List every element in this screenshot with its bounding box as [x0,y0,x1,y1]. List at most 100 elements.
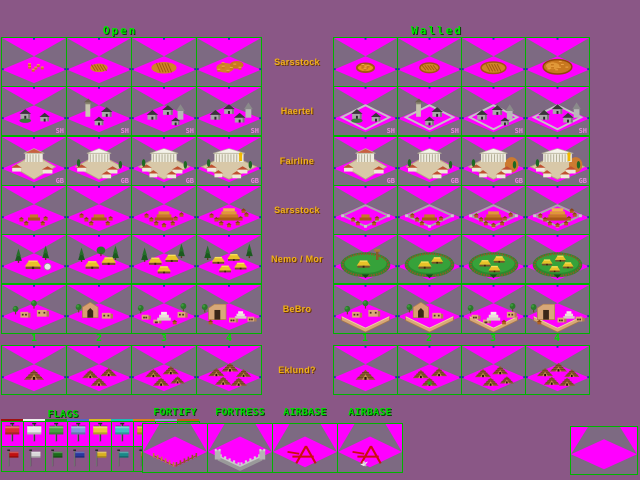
large-red-flag [1,421,24,447]
walled-city-medieval-size-3: SH [461,86,526,136]
walled-city-viking-size-3 [461,234,526,284]
row-label-viking: Nemo / Mor [270,253,323,264]
walled-city-thatch-size-4 [525,345,590,395]
row-label-ziggurat: Sarsstock [274,204,320,215]
walled-city-ziggurat-size-1 [333,185,398,235]
flag-color-bar-light-blue-flag [67,419,89,421]
large-white-flag [23,421,46,447]
flags-section-title: FLAGS [47,409,79,420]
artist-initials: SH [450,127,459,135]
artist-initials: GB [120,177,129,185]
open-column-number: 3 [160,333,168,344]
artist-initials: SH [578,127,587,135]
artist-initials: SH [386,127,395,135]
walled-city-desert-size-3 [461,284,526,334]
empty-terrain-tile [570,426,638,475]
walled-city-camp-size-3 [461,37,526,87]
open-city-thatch-size-3 [131,345,197,395]
walled-city-camp-size-1 [333,37,398,87]
small-white-flag [23,446,46,472]
flag-color-bar-orange-flag [133,419,155,421]
open-city-thatch-size-4 [196,345,262,395]
artist-initials: GB [250,177,259,185]
row-label-thatch: Eklund? [278,364,316,375]
large-light-blue-flag [67,421,90,447]
small-cyan-flag [111,446,134,472]
walled-city-thatch-size-3 [461,345,526,395]
artist-initials: GB [578,177,587,185]
open-column-number: 4 [225,333,233,344]
row-label-desert: BeBro [282,303,312,314]
open-city-viking-size-2 [66,234,132,284]
walled-city-ziggurat-size-3 [461,185,526,235]
open-city-medieval-size-1: SH [1,86,67,136]
artist-initials: GB [450,177,459,185]
open-city-camp-size-2 [66,37,132,87]
flag-color-bar-white-flag [23,419,45,421]
open-city-ziggurat-size-1 [1,185,67,235]
airbase_plane-label: AIRBASE [348,407,392,418]
open-city-classical-size-3: GB [131,136,197,186]
artist-initials: GB [185,177,194,185]
artist-initials: SH [514,127,523,135]
large-green-flag [45,421,68,447]
walled-city-viking-size-1 [333,234,398,284]
walled-city-thatch-size-2 [397,345,462,395]
walled-city-classical-size-3: GB [461,136,526,186]
fortify-tile [142,423,208,473]
walled-city-classical-size-2: GB [397,136,462,186]
artist-initials: GB [386,177,395,185]
open-city-classical-size-2: GB [66,136,132,186]
airbase-label: AIRBASE [283,407,327,418]
fortress-label: FORTRESS [215,407,265,418]
fortify-label: FORTIFY [153,407,197,418]
walled-column-number: 4 [553,333,561,344]
open-city-camp-size-3 [131,37,197,87]
open-column-number: 2 [95,333,103,344]
walled-city-medieval-size-4: SH [525,86,590,136]
open-city-thatch-size-1 [1,345,67,395]
walled-city-ziggurat-size-2 [397,185,462,235]
open-city-desert-size-3 [131,284,197,334]
open-city-medieval-size-4: SH [196,86,262,136]
airbase-tile [272,423,338,473]
walled-city-desert-size-4 [525,284,590,334]
open-city-camp-size-4 [196,37,262,87]
small-yellow-flag [89,446,112,472]
walled-city-medieval-size-2: SH [397,86,462,136]
open-city-classical-size-4: GB [196,136,262,186]
small-green-flag [45,446,68,472]
open-column-number: 1 [30,333,38,344]
walled-city-camp-size-4 [525,37,590,87]
small-light-blue-flag [67,446,90,472]
walled-city-desert-size-2 [397,284,462,334]
large-cyan-flag [111,421,134,447]
open-city-camp-size-1 [1,37,67,87]
open-city-ziggurat-size-4 [196,185,262,235]
large-yellow-flag [89,421,112,447]
open-city-viking-size-3 [131,234,197,284]
walled-city-medieval-size-1: SH [333,86,398,136]
open-city-desert-size-1 [1,284,67,334]
artist-initials: SH [250,127,259,135]
artist-initials: GB [55,177,64,185]
airbase_plane-tile [337,423,403,473]
row-label-camp: Sarsstock [274,56,320,67]
walled-city-classical-size-4: GB [525,136,590,186]
walled-column-number: 2 [425,333,433,344]
open-city-viking-size-4 [196,234,262,284]
open-city-thatch-size-2 [66,345,132,395]
flag-color-bar-green-flag [45,419,67,421]
open-city-ziggurat-size-3 [131,185,197,235]
walled-grid-title: Walled [411,24,463,37]
flag-color-bar-red-flag [1,419,23,421]
flag-color-bar-yellow-flag [89,419,111,421]
walled-city-thatch-size-1 [333,345,398,395]
open-city-desert-size-2 [66,284,132,334]
walled-column-number: 1 [361,333,369,344]
open-city-viking-size-1 [1,234,67,284]
walled-city-desert-size-1 [333,284,398,334]
walled-city-ziggurat-size-4 [525,185,590,235]
open-city-desert-size-4 [196,284,262,334]
